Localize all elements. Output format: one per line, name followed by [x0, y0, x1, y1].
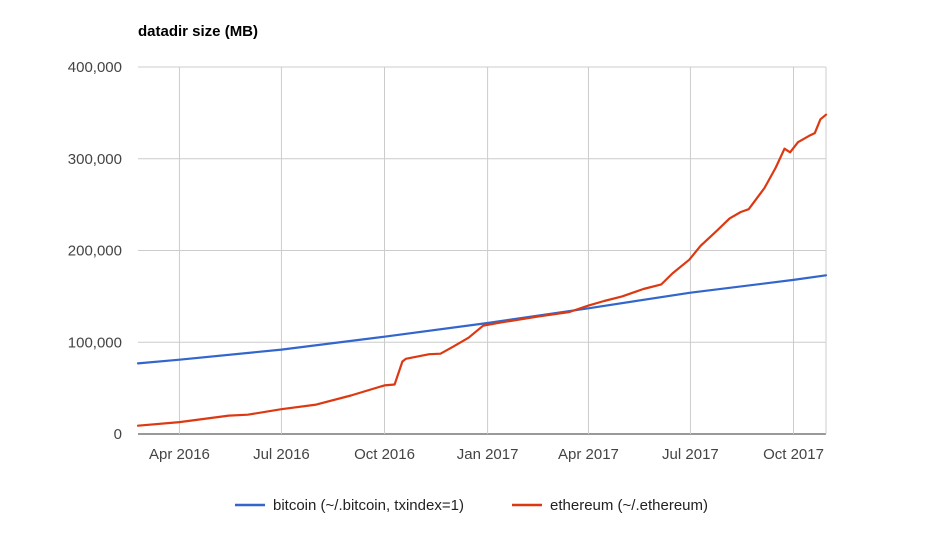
x-tick-label: Jan 2017	[457, 446, 519, 463]
legend-item-bitcoin[interactable]: bitcoin (~/.bitcoin, txindex=1)	[235, 497, 464, 514]
y-tick-label: 200,000	[68, 243, 122, 260]
series-group	[136, 113, 828, 427]
legend-item-ethereum[interactable]: ethereum (~/.ethereum)	[512, 497, 708, 514]
chart-title: datadir size (MB)	[138, 23, 258, 40]
y-tick-label: 400,000	[68, 59, 122, 76]
y-axis: 0 100,000 200,000 300,000 400,000	[68, 59, 122, 443]
grid	[138, 66, 827, 435]
y-tick-label: 0	[114, 426, 122, 443]
x-tick-label: Oct 2016	[354, 446, 415, 463]
x-tick-label: Jul 2017	[662, 446, 719, 463]
x-axis: Apr 2016 Jul 2016 Oct 2016 Jan 2017 Apr 2017…	[149, 446, 824, 463]
legend[interactable]: bitcoin (~/.bitcoin, txindex=1) ethereum …	[235, 497, 708, 514]
x-tick-label: Oct 2017	[763, 446, 824, 463]
x-tick-label: Apr 2016	[149, 446, 210, 463]
series-line-bitcoin	[136, 274, 828, 365]
x-tick-label: Apr 2017	[558, 446, 619, 463]
x-tick-label: Jul 2016	[253, 446, 310, 463]
y-tick-label: 100,000	[68, 334, 122, 351]
legend-label: ethereum (~/.ethereum)	[550, 497, 708, 514]
series-line-ethereum	[136, 113, 828, 427]
legend-label: bitcoin (~/.bitcoin, txindex=1)	[273, 497, 464, 514]
y-tick-label: 300,000	[68, 151, 122, 168]
